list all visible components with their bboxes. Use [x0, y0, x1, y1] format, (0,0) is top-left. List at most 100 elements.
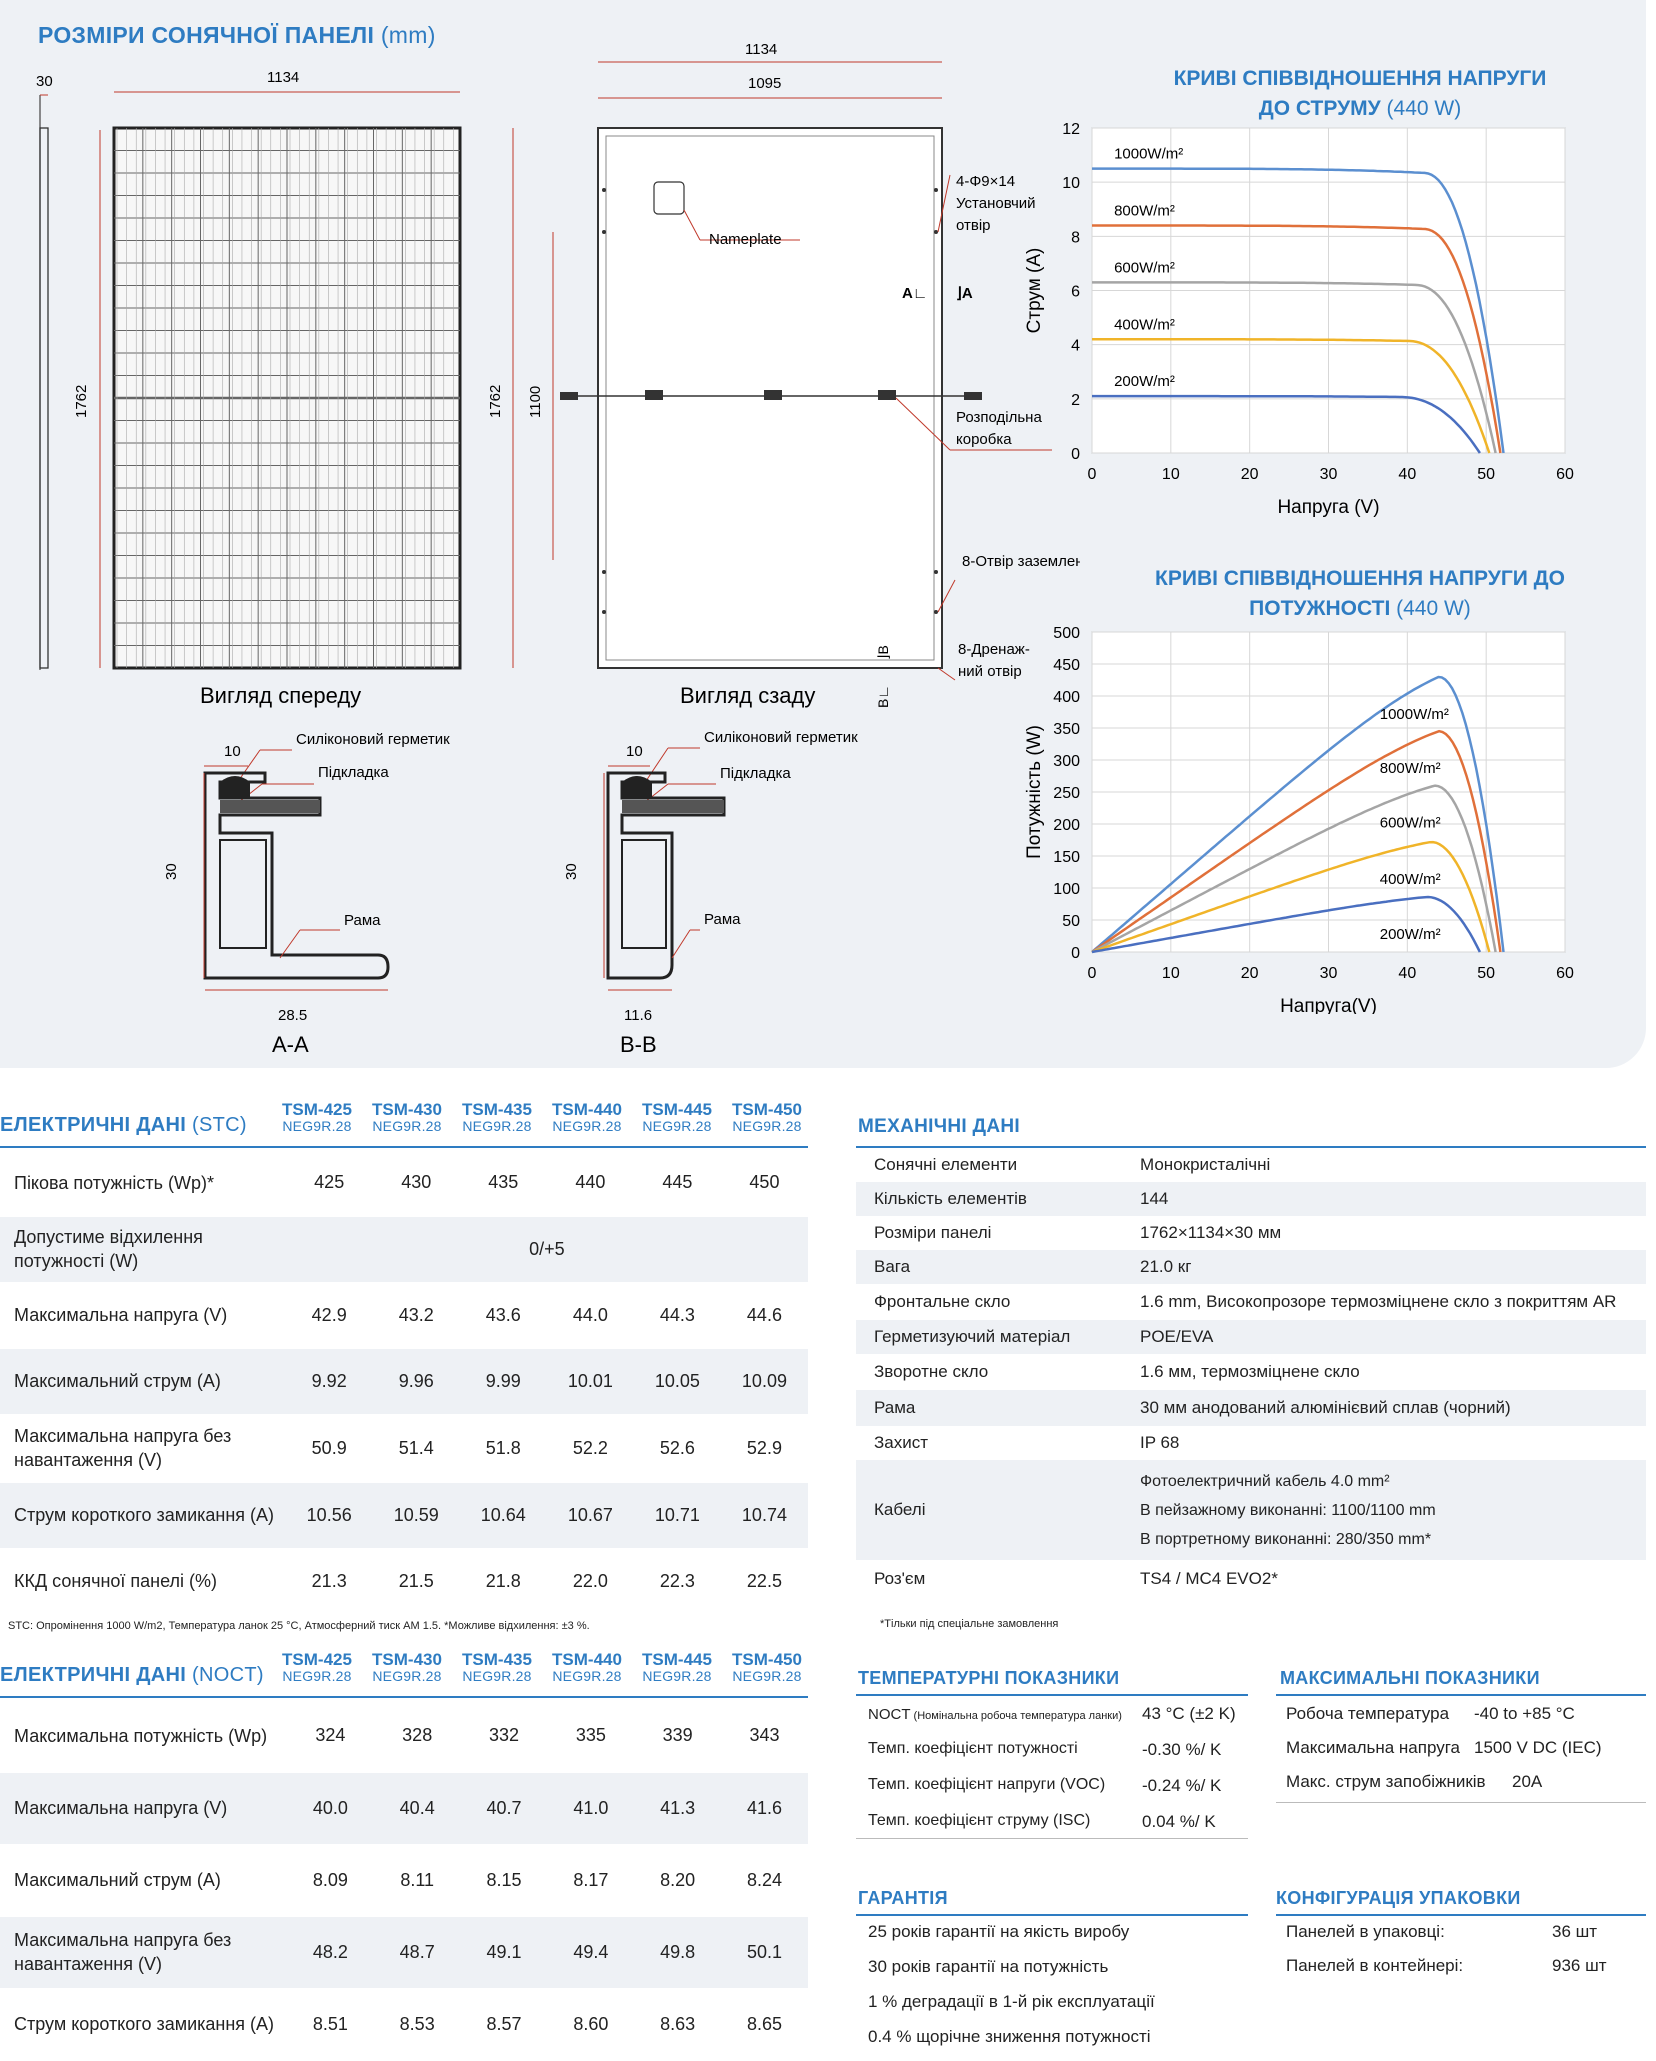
max-value: 20A — [1512, 1772, 1543, 1791]
mech-title: МЕХАНІЧНІ ДАНІ — [858, 1116, 1020, 1137]
mech-value-line: В пейзажному виконанні: 1100/1100 mm — [1140, 1501, 1436, 1519]
temp-label: NOCT (Номінальна робоча температура ланк… — [868, 1704, 1122, 1724]
table-row: Струм короткого замикання (A) 8.51 8.53 8.5… — [0, 1988, 808, 2061]
model-suffix: NEG9R.28 — [282, 1118, 352, 1134]
row-value: 8.51 — [286, 1988, 374, 2061]
mech-label: Кількість елементів — [856, 1182, 1136, 1216]
row-label: Максимальний струм (A) — [0, 1844, 287, 1917]
mech-row: Сонячні елементи Монокристалічні — [856, 1148, 1646, 1182]
mech-value: 30 мм анодований алюмінієвий сплав (чорн… — [1136, 1390, 1646, 1426]
mech-label: Роз'єм — [874, 1569, 926, 1588]
row-value: 8.24 — [721, 1844, 808, 1917]
x-tick-label: 60 — [1556, 965, 1574, 982]
row-label: Максимальний струм (A) — [0, 1348, 286, 1415]
row-value: 21.8 — [459, 1548, 547, 1615]
row-value: 10.09 — [720, 1348, 808, 1415]
section-b-marker-b: B∟ — [875, 685, 891, 708]
warranty-line: 1 % деградації в 1-й рік експлуатації — [868, 1992, 1155, 2011]
noct-title-condition: (NOCT) — [192, 1664, 264, 1686]
row-label: Струм короткого замикання (A) — [0, 1482, 286, 1549]
iv-series-label: 1000W/m² — [1114, 146, 1183, 163]
front-height-dim: 1762 — [73, 385, 90, 418]
max-title: МАКСИМАЛЬНІ ПОКАЗНИКИ — [1280, 1668, 1540, 1688]
pv-series-label: 1000W/m² — [1380, 706, 1449, 723]
row-value: 8.11 — [373, 1844, 461, 1917]
x-axis-label: Напруга (V) — [1277, 497, 1379, 518]
model-suffix: NEG9R.28 — [372, 1668, 442, 1684]
y-tick-label: 10 — [1062, 175, 1080, 192]
row-value: 51.8 — [459, 1414, 547, 1483]
grounding-hole-label: 8-Отвір заземлення — [962, 553, 1080, 570]
iv-series-label: 600W/m² — [1114, 259, 1175, 276]
row-value: 10.05 — [633, 1348, 721, 1415]
model-name: TSM-435 — [462, 1650, 532, 1669]
mech-label: Зворотне скло — [874, 1362, 989, 1381]
row-value: 40.7 — [460, 1772, 548, 1845]
hole — [934, 188, 938, 192]
noct-table: Максимальна потужність (Wp) 324 328 332 335 3… — [0, 1700, 808, 2061]
max-label: Максимальна напруга — [1286, 1738, 1461, 1757]
pv-series-line — [1091, 840, 1491, 954]
row-value: 440 — [546, 1150, 634, 1217]
aa-caption: A-A — [272, 1032, 309, 1057]
temp-list: NOCT (Номінальна робоча температура ланк… — [856, 1698, 1248, 1834]
row-value: 8.63 — [634, 1988, 722, 2061]
x-tick-label: 50 — [1477, 466, 1495, 483]
iv-title-line2: ДО СТРУМУ — [1258, 97, 1381, 120]
row-value: 8.65 — [721, 1988, 808, 2061]
y-tick-label: 500 — [1053, 625, 1080, 642]
row-value: 50.9 — [285, 1414, 373, 1483]
mount-hole-label-2: отвір — [956, 217, 991, 234]
y-tick-label: 400 — [1053, 689, 1080, 706]
mech-value: 1.6 mm, Високопрозоре термозміцнене скло… — [1140, 1292, 1617, 1311]
aa-bottom-dim: 28.5 — [278, 1007, 307, 1024]
model-suffix: NEG9R.28 — [552, 1118, 622, 1134]
row-value: 10.67 — [546, 1482, 634, 1549]
iv-series-line — [1092, 394, 1481, 454]
mech-value: Фотоелектричний кабель 4.0 mm² В пейзажно… — [1136, 1460, 1646, 1560]
section-bb: Силіконовий герметик Підкладка 10 30 Рам… — [563, 729, 858, 1057]
mech-label: Герметизуючий матеріал — [856, 1320, 1136, 1354]
x-axis-label: Напруга(V) — [1280, 996, 1377, 1014]
x-tick-label: 60 — [1556, 466, 1574, 483]
pv-series-label: 400W/m² — [1380, 871, 1441, 888]
x-tick-label: 30 — [1320, 965, 1338, 982]
row-value: 328 — [373, 1700, 461, 1773]
packing-title: КОНФІГУРАЦІЯ УПАКОВКИ — [1276, 1888, 1521, 1908]
temp-label-note: (Номінальна робоча температура ланки) — [910, 1710, 1122, 1722]
pv-series-label: 200W/m² — [1380, 926, 1441, 943]
row-value: 8.15 — [460, 1844, 548, 1917]
aa-frame-label: Рама — [344, 912, 381, 929]
iv-series-line — [1092, 338, 1491, 454]
mech-label: Рама — [856, 1390, 1136, 1426]
max-rule — [1276, 1694, 1646, 1696]
table-row: Максимальна напруга (V) 40.0 40.4 40.7 41.0 4… — [0, 1772, 808, 1845]
table-row: Максимальний струм (A) 9.92 9.96 9.99 10.01 1… — [0, 1348, 808, 1415]
panel-drawings: 30 1134 1762 Вигляд спереду 1134 1095 17… — [36, 41, 1080, 1057]
section-a-marker-l: A∟ — [902, 285, 928, 302]
drain-hole-label-2: ний отвір — [958, 663, 1022, 680]
row-value: 450 — [720, 1150, 808, 1217]
row-value: 10.64 — [459, 1482, 547, 1549]
warranty-rule — [856, 1914, 1248, 1916]
max-label: Робоча температура — [1286, 1704, 1450, 1723]
model-suffix: NEG9R.28 — [552, 1668, 622, 1684]
warranty-list: 25 років гарантії на якість виробу 30 рок… — [856, 1916, 1248, 2050]
pv-series-line — [1091, 729, 1502, 954]
mech-value-line: Фотоелектричний кабель 4.0 mm² — [1140, 1472, 1390, 1490]
mech-row: Герметизуючий матеріал POE/EVA — [856, 1320, 1646, 1354]
x-tick-label: 40 — [1398, 965, 1416, 982]
warranty-line: 25 років гарантії на якість виробу — [868, 1922, 1130, 1941]
junction-right — [878, 390, 896, 400]
x-tick-label: 10 — [1162, 965, 1180, 982]
y-tick-label: 0 — [1071, 945, 1080, 962]
row-value: 10.59 — [372, 1482, 460, 1549]
model-name: TSM-430 — [372, 1100, 442, 1119]
back-caption: Вигляд сзаду — [680, 683, 815, 708]
temp-label-main: NOCT — [868, 1706, 911, 1723]
row-value: 425 — [285, 1150, 373, 1217]
mech-label: Вага — [856, 1250, 1136, 1284]
dimensions-title-main: РОЗМІРИ СОНЯЧНОЇ ПАНЕЛІ — [38, 22, 375, 48]
packing-label: Панелей в контейнері: — [1286, 1956, 1464, 1975]
temp-title: ТЕМПЕРАТУРНІ ПОКАЗНИКИ — [858, 1668, 1120, 1688]
